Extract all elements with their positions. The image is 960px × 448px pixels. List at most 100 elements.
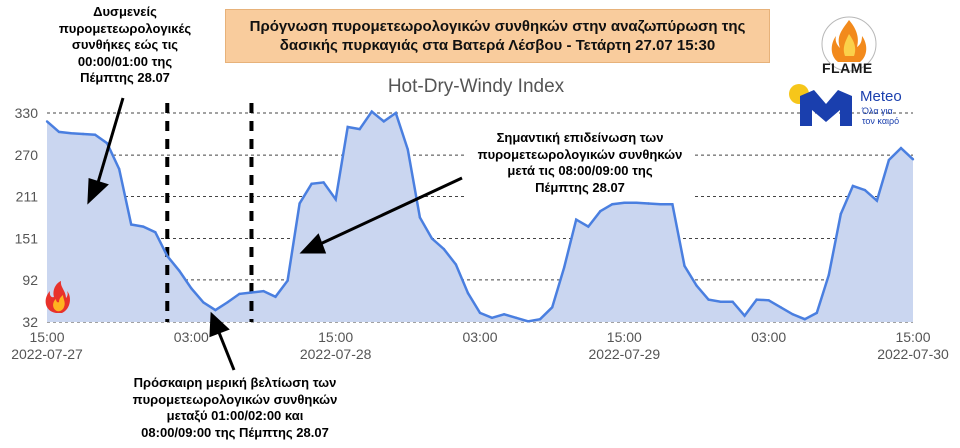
data-point [719,300,722,303]
data-point [358,127,361,131]
annotation-bottom-line: πυρομετεωρολογικών συνθηκών [132,391,338,407]
data-point [430,237,434,240]
data-point [262,289,265,293]
x-tick-label: 15:00 [318,329,353,345]
data-point [551,306,554,309]
arrow-right-head [299,233,327,254]
data-point [502,313,506,316]
annotation-left-top-line: Δυσμενείς [93,4,157,19]
arrow-right [317,176,463,247]
annotation-arrows [87,97,463,371]
arrow-bottom [216,329,236,371]
data-point [442,247,446,251]
data-point [45,120,49,123]
data-point [286,279,289,282]
data-point [322,181,325,184]
x-tick-label: 15:00 [29,329,64,345]
data-point [478,311,482,315]
data-point [767,299,770,302]
meteo-logo [789,84,852,126]
flame-logo [821,16,877,72]
y-tick-label: 211 [16,188,39,204]
data-point [454,263,458,266]
data-point [563,266,566,269]
data-point [827,273,830,277]
data-point [731,300,734,303]
data-point [695,284,698,287]
annotation-right: Σημαντική επιδείνωση των πυρομετεωρολογι… [465,128,695,198]
data-point [406,148,409,151]
data-point [538,318,542,321]
data-point [298,202,301,205]
data-point [815,311,818,315]
meteo-tagline-line: Όλα για [862,106,893,116]
data-point [755,298,758,301]
x-tick-date-label: 2022-07-30 [877,346,949,362]
data-point [238,292,241,296]
x-tick-label: 03:00 [174,329,209,345]
y-tick-label: 330 [15,105,39,121]
data-point [587,225,590,228]
data-point [370,110,373,113]
data-point [779,306,782,309]
data-point [707,298,710,301]
annotation-right-line: πυρομετεωρολογικών συνθηκών [477,146,683,162]
data-point [647,202,650,205]
data-point [334,198,337,201]
data-point [839,212,842,216]
x-tick-label: 03:00 [751,329,786,345]
data-point [418,216,422,219]
y-tick-labels: 32 92 151 211 270 330 [15,105,39,330]
data-point [57,130,61,134]
data-point [611,203,614,206]
data-point [310,182,313,185]
annotation-bottom-line: μεταξύ 01:00/02:00 και [166,408,304,423]
x-tick-date-label: 2022-07-28 [300,346,372,362]
data-point [250,291,253,294]
data-point [226,301,229,304]
x-tick-label: 15:00 [607,329,642,345]
time-markers [165,103,254,322]
data-point [382,120,385,123]
chart-title: Hot-Dry-Windy Index [388,76,565,97]
x-tick-label: 15:00 [895,329,930,345]
data-point [394,111,397,115]
data-point [274,295,277,298]
data-point [899,146,903,150]
x-tick-date-label: 2022-07-27 [11,346,83,362]
meteo-tagline-line: τον καιρό [862,115,900,126]
y-tick-label: 92 [22,272,38,288]
data-point [93,133,97,136]
y-tick-label: 270 [15,147,39,163]
data-point [166,254,169,258]
annotation-left-top-line: 00:00/01:00 της [77,53,173,69]
data-point [863,188,867,192]
data-point [466,292,470,295]
data-point [526,320,530,323]
data-point [875,199,879,202]
data-point [154,231,157,234]
meteo-tagline: Όλα για τον καιρό [862,106,900,126]
data-point [635,201,638,204]
data-point [142,225,145,228]
annotation-left-top-line: Πέμπτης 28.07 [80,70,170,85]
data-point [671,203,674,206]
annotation-left-top-line: πυρομετεωρολογικές [58,20,192,36]
flame-logo-text: FLAME [822,60,873,76]
annotation-right-line: Πέμπτης 28.07 [535,179,625,195]
data-points [45,110,915,323]
data-point [118,167,121,171]
data-point [105,142,109,145]
annotation-bottom-line: Πρόσκαιρη μερική βελτίωση των [133,375,337,390]
data-point [911,158,915,161]
data-point [659,203,662,206]
data-point [851,184,855,188]
data-point [623,201,626,204]
data-point [190,287,193,290]
data-point [490,316,494,319]
title-line-1: Πρόγνωση πυρομετεωρολογικών συνθηκών στη… [249,18,746,35]
data-point [575,218,578,221]
data-point [69,132,73,135]
title-banner: Πρόγνωση πυρομετεωρολογικών συνθηκών στη… [225,9,770,63]
